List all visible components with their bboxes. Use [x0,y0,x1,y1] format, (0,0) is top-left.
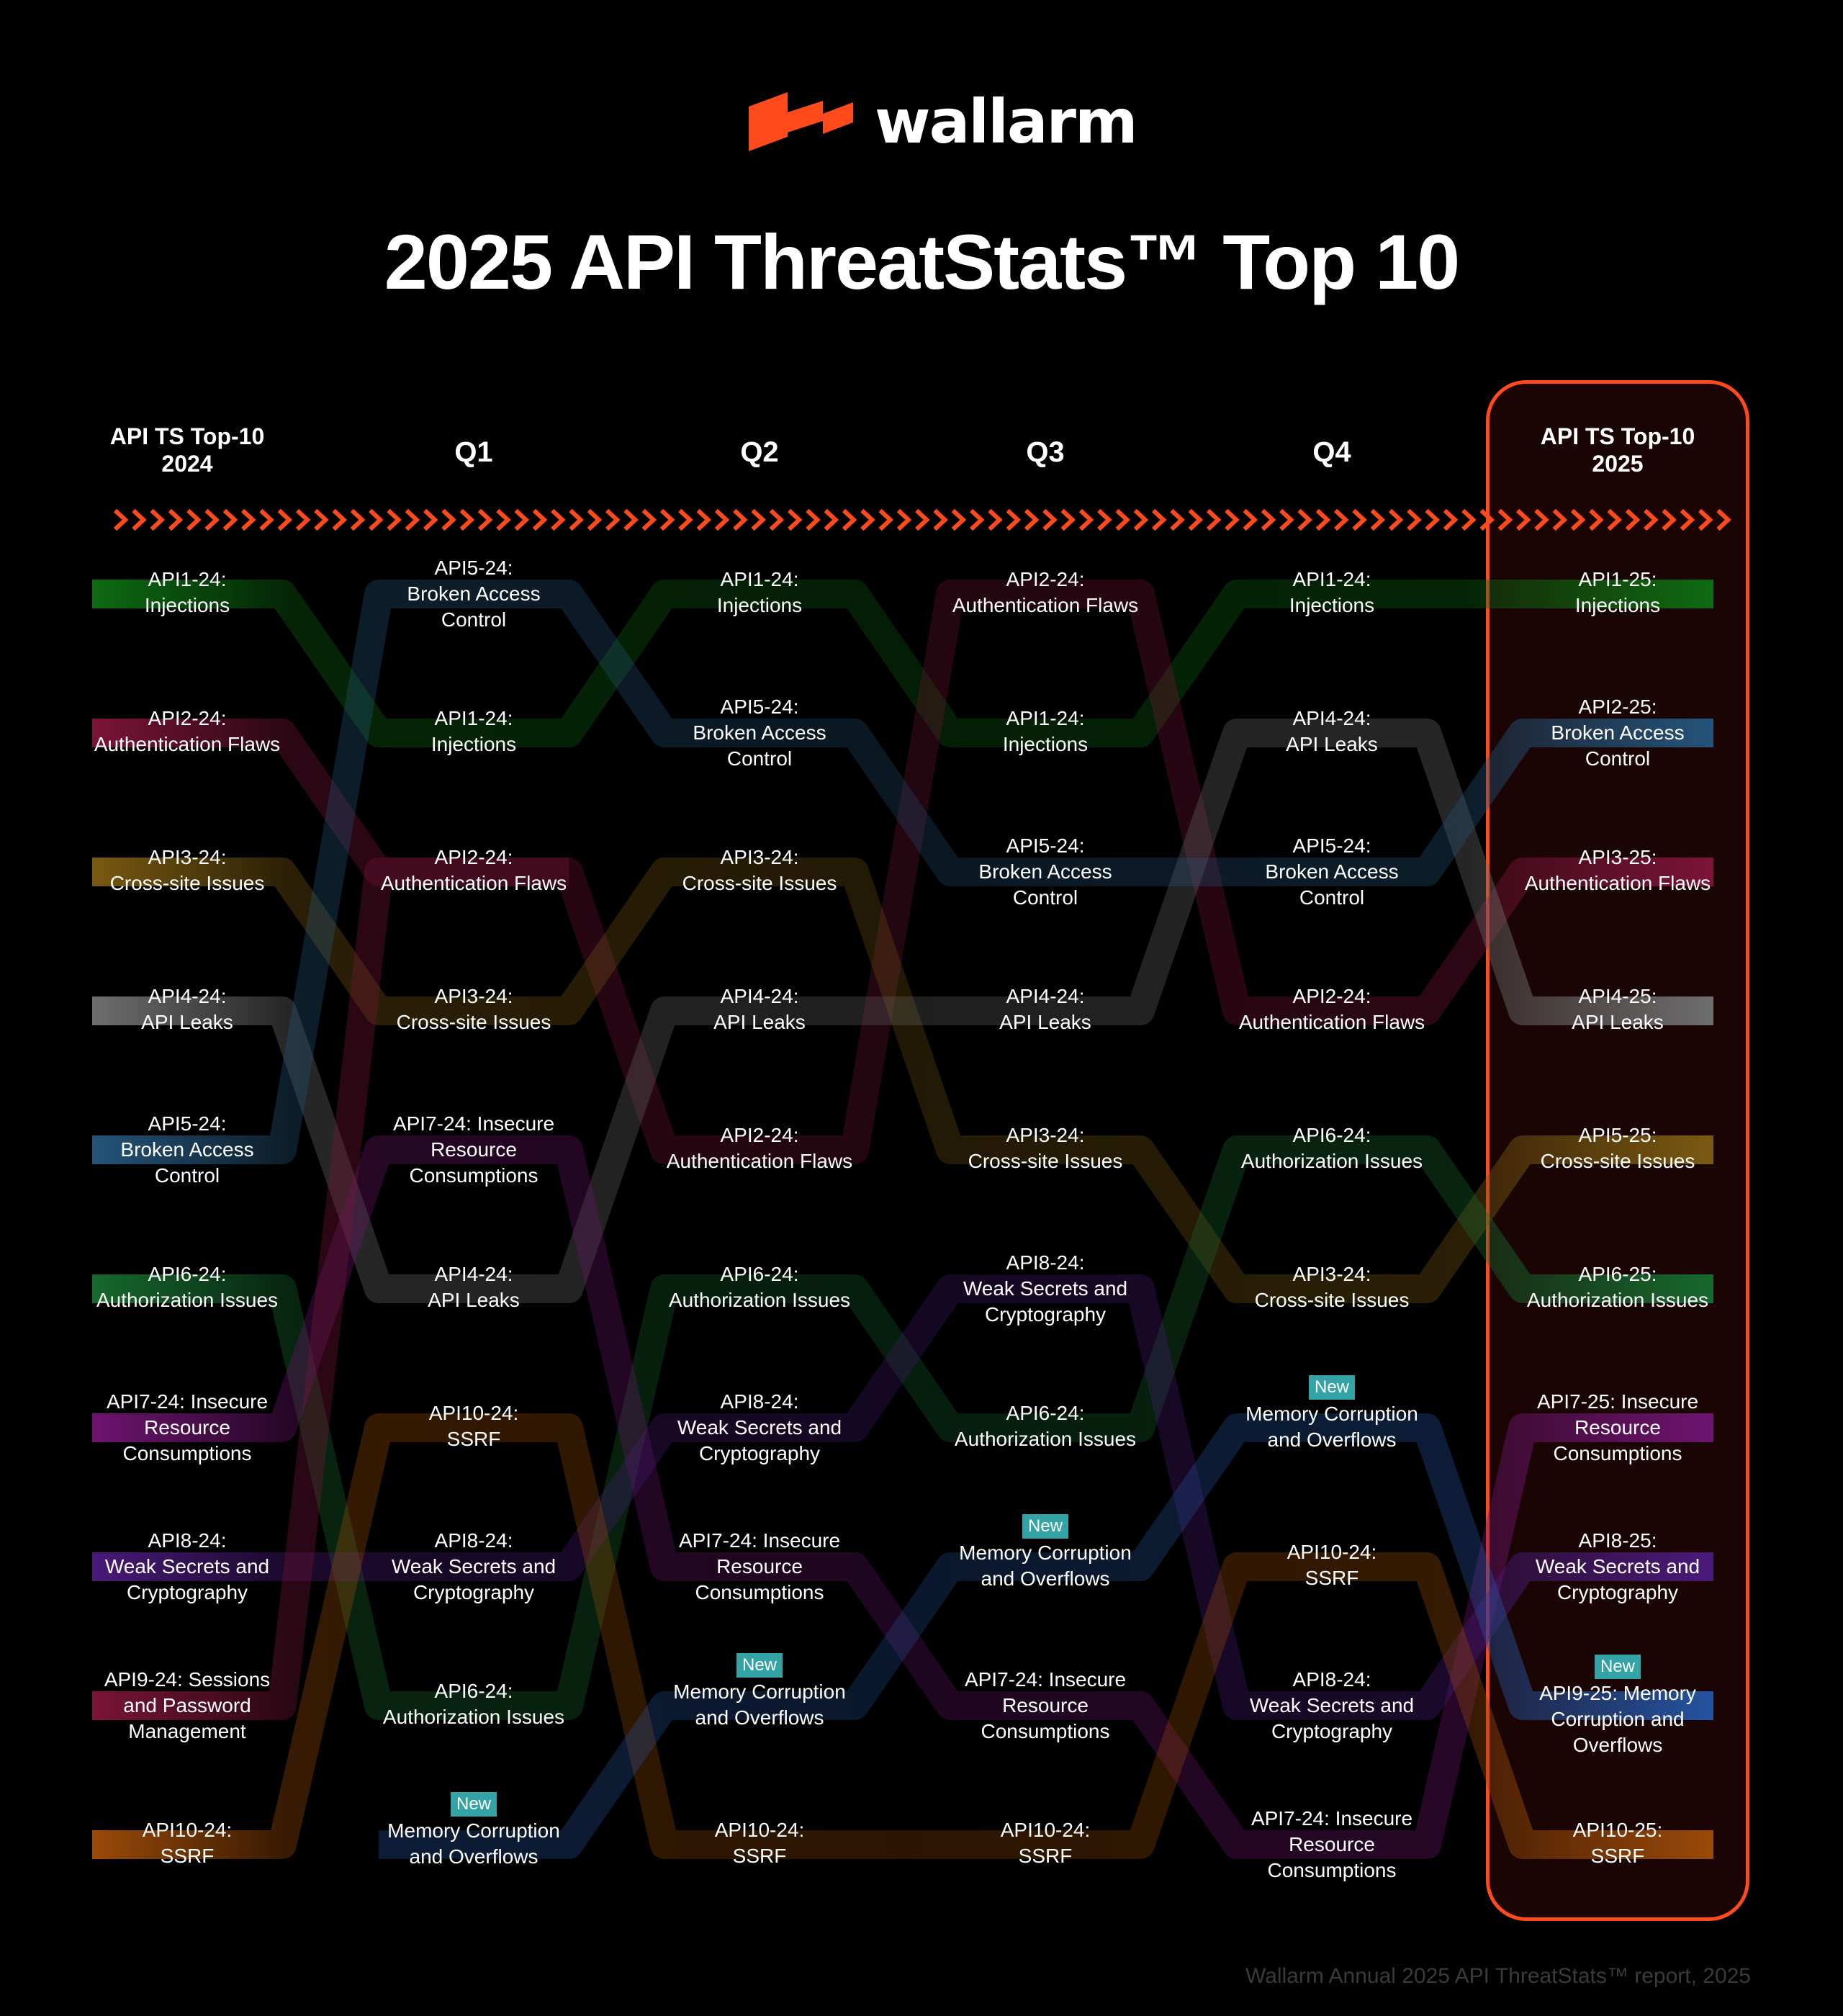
rank-node: API1-24: Injections [716,568,803,616]
rank-node: API7-25: Insecure Resource Consumptions [1536,1390,1699,1464]
rank-node: API6-25: Authorization Issues [1526,1263,1709,1311]
rank-node: New Memory Corruption and Overflows [1202,1373,1461,1453]
rank-node: API7-24: Insecure Resource Consumptions [678,1529,841,1603]
rank-node: API8-24: Weak Secrets and Cryptography [963,1251,1128,1326]
rank-node: API8-24: Weak Secrets and Cryptography [104,1529,270,1603]
rank-node: API4-24: API Leaks [999,985,1091,1033]
rank-node: API10-24: SSRF [142,1819,233,1867]
rank-node: New Memory Corruption and Overflows [916,1512,1175,1592]
ribbon-auth [92,580,1713,1164]
rank-node: API1-24: Injections [1289,568,1375,616]
rank-node: API4-24: API Leaks [428,1263,520,1311]
rank-node: API1-25: Injections [1574,568,1661,616]
rank-node: API8-24: Weak Secrets and Cryptography [1249,1668,1415,1742]
rank-node: API5-25: Cross-site Issues [1540,1124,1695,1172]
rank-node: API10-25: SSRF [1572,1819,1663,1867]
rank-node: API1-24: Injections [144,568,230,616]
rank-node: API5-24: Broken Access Control [978,834,1112,909]
rank-node: API6-24: Authorization Issues [1240,1124,1423,1172]
rank-node: API10-24: SSRF [1000,1819,1091,1867]
ribbon-leak [92,719,1713,1303]
rank-node: API6-24: Authorization Issues [954,1402,1137,1450]
rank-node: API3-24: Cross-site Issues [1254,1263,1410,1311]
brand-name: wallarm [875,86,1138,157]
new-badge: New [450,1792,497,1817]
rank-node: API4-25: API Leaks [1572,985,1664,1033]
rank-node: API8-24: Weak Secrets and Cryptography [391,1529,556,1603]
rank-node: API2-24: Authentication Flaws [1238,985,1425,1033]
rank-node: API3-24: Cross-site Issues [968,1124,1123,1172]
ribbon-sess [92,858,569,1720]
rank-node: API10-24: SSRF [428,1402,519,1450]
rank-node: API10-24: SSRF [714,1819,805,1867]
rank-node: API2-25: Broken Access Control [1551,696,1685,770]
ribbon-weak [92,1274,1713,1720]
rank-node: API2-24: Authentication Flaws [94,707,281,755]
rank-node: API4-24: API Leaks [713,985,806,1033]
rank-node: API10-24: SSRF [1287,1541,1377,1589]
column-header-q2: Q2 [740,436,779,468]
rank-node: API4-24: API Leaks [1286,707,1378,755]
rank-node: New Memory Corruption and Overflows [344,1790,603,1870]
rank-node: API5-24: Broken Access Control [693,696,826,770]
rank-node: API3-24: Cross-site Issues [682,846,837,894]
rank-node: API3-25: Authentication Flaws [1524,846,1711,894]
rank-node: API8-24: Weak Secrets and Cryptography [677,1390,842,1464]
new-badge: New [1308,1375,1355,1400]
column-header-q1: Q1 [454,436,493,468]
rank-node: API1-24: Injections [1002,707,1089,755]
timeline-arrows [113,508,1731,531]
column-header-2025: API TS Top-10 2025 [1540,423,1695,477]
rank-node: New Memory Corruption and Overflows [630,1651,889,1731]
column-header-q4: Q4 [1312,436,1351,468]
rank-node: API7-24: Insecure Resource Consumptions [964,1668,1127,1742]
rank-node: API9-24: Sessions and Password Management [104,1668,271,1742]
new-badge: New [1594,1655,1641,1679]
rank-node: API2-24: Authentication Flaws [952,568,1139,616]
ribbon-inj [92,580,1713,747]
rank-node: API7-24: Insecure Resource Consumptions [392,1112,555,1187]
ribbon-ssrf [92,1413,1713,1859]
rank-node: API5-24: Broken Access Control [120,1112,254,1187]
rank-node: API5-24: Broken Access Control [407,557,541,631]
ribbon-bac [92,580,1713,1164]
rank-node: API2-24: Authentication Flaws [380,846,567,894]
wallarm-logo-icon [749,92,853,151]
rank-node: New API9-25: Memory Corruption and Overflow… [1488,1652,1747,1758]
rank-node: API6-24: Authorization Issues [382,1680,565,1728]
rank-node: API7-24: Insecure Resource Consumptions [1251,1807,1413,1881]
rank-node: API1-24: Injections [431,707,517,755]
page-title: 2025 API ThreatStats™ Top 10 [384,218,1461,305]
column-header-2024: API TS Top-10 2024 [109,423,265,477]
new-badge: New [736,1653,783,1678]
rank-node: API8-25: Weak Secrets and Cryptography [1535,1529,1700,1603]
rank-node: API3-24: Cross-site Issues [109,846,265,894]
rank-node: API4-24: API Leaks [141,985,233,1033]
rank-node: API6-24: Authorization Issues [96,1263,279,1311]
rank-node: API5-24: Broken Access Control [1265,834,1399,909]
rank-node: API7-24: Insecure Resource Consumptions [106,1390,269,1464]
rank-node: API2-24: Authentication Flaws [666,1124,853,1172]
footer-source: Wallarm Annual 2025 API ThreatStats™ rep… [1245,1964,1751,1988]
new-badge: New [1022,1514,1068,1539]
rank-node: API3-24: Cross-site Issues [396,985,551,1033]
ribbon-mem [379,1413,1713,1859]
wallarm-logo: wallarm [749,86,1138,157]
column-header-q3: Q3 [1026,436,1065,468]
rank-node: API6-24: Authorization Issues [668,1263,851,1311]
